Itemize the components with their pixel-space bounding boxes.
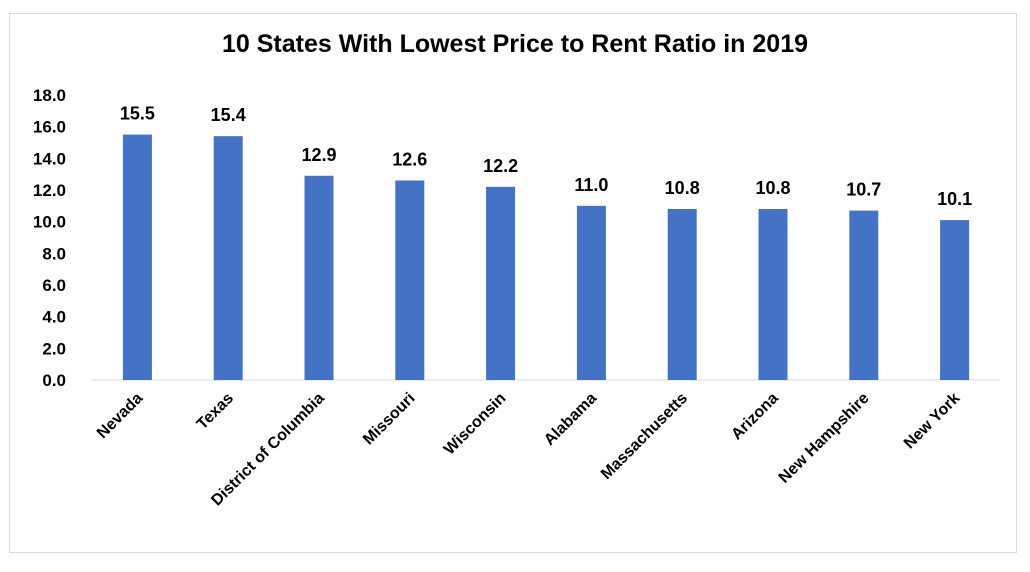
data-label: 12.9: [301, 145, 336, 165]
y-tick-label: 16.0: [33, 118, 66, 137]
bar: [849, 210, 879, 380]
category-label: Texas: [194, 390, 237, 433]
y-tick-label: 2.0: [42, 339, 66, 358]
bar: [304, 175, 334, 380]
category-label: New Hampshire: [776, 390, 873, 487]
data-label: 12.2: [483, 156, 518, 176]
category-label: Arizona: [728, 390, 782, 444]
category-label: Alabama: [541, 390, 600, 449]
category-label: New York: [901, 390, 964, 453]
data-label: 15.5: [120, 104, 155, 124]
y-tick-label: 14.0: [33, 149, 66, 168]
y-tick-label: 10.0: [33, 213, 66, 232]
category-label: Massachusetts: [598, 390, 691, 483]
bar: [758, 209, 788, 380]
bar: [395, 180, 425, 380]
data-label: 10.8: [665, 178, 700, 198]
data-label: 10.8: [755, 178, 790, 198]
bar: [576, 205, 606, 380]
bar: [667, 209, 697, 380]
data-label: 10.1: [937, 189, 972, 209]
data-label: 12.6: [392, 150, 427, 170]
chart-title: 10 States With Lowest Price to Rent Rati…: [221, 30, 809, 58]
category-label: Wisconsin: [441, 390, 510, 459]
data-label: 10.7: [846, 180, 881, 200]
y-tick-label: 12.0: [33, 181, 66, 200]
y-tick-label: 4.0: [42, 308, 66, 327]
data-label: 15.4: [211, 105, 246, 125]
bar: [122, 134, 152, 380]
bar: [213, 136, 243, 380]
y-tick-label: 18.0: [33, 86, 66, 105]
y-tick-label: 8.0: [42, 244, 66, 263]
bar: [940, 220, 970, 380]
bar: [486, 186, 516, 380]
y-tick-label: 0.0: [42, 371, 66, 390]
y-tick-label: 6.0: [42, 276, 66, 295]
data-label: 11.0: [574, 175, 608, 195]
category-label: Missouri: [360, 390, 419, 449]
category-label: Nevada: [94, 390, 146, 442]
